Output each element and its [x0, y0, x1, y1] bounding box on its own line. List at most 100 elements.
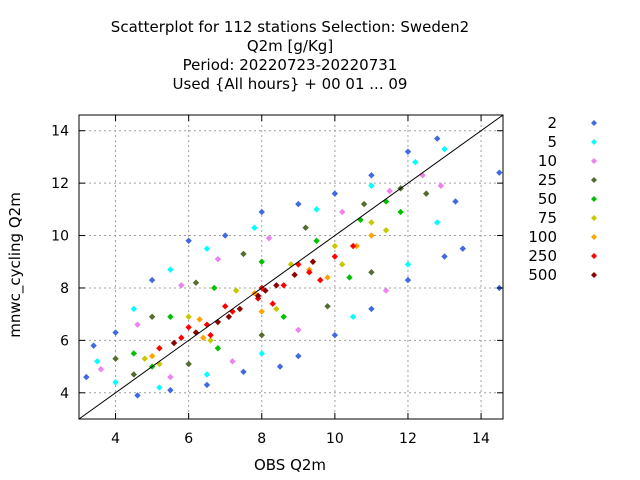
- data-point: [148, 352, 156, 360]
- data-point: [258, 208, 265, 216]
- x-tick-label: 4: [111, 431, 120, 447]
- legend-label: 25: [538, 171, 557, 189]
- data-point: [192, 279, 200, 286]
- scatter-points: [83, 135, 503, 399]
- data-point: [423, 190, 430, 197]
- data-point: [134, 392, 141, 399]
- data-point: [276, 363, 284, 370]
- data-point: [167, 313, 174, 320]
- data-point: [185, 324, 192, 331]
- data-point: [167, 373, 174, 381]
- data-point: [236, 305, 244, 313]
- data-point: [251, 224, 258, 231]
- data-point: [437, 182, 445, 189]
- data-point: [130, 305, 138, 313]
- data-point: [324, 303, 331, 310]
- y-axis-label: mnwc_cycling Q2m: [6, 192, 25, 338]
- data-point: [254, 292, 262, 300]
- data-point: [232, 287, 240, 294]
- data-point: [295, 200, 302, 208]
- data-point: [90, 342, 97, 349]
- data-point: [112, 355, 119, 362]
- data-point: [97, 366, 105, 373]
- data-point: [240, 250, 247, 258]
- data-point: [178, 334, 185, 341]
- data-point: [368, 269, 375, 276]
- data-point: [349, 242, 357, 250]
- data-point: [214, 255, 222, 263]
- x-tick-label: 12: [399, 431, 417, 447]
- legend-label: 500: [528, 266, 557, 284]
- y-tick-label: 6: [60, 333, 69, 349]
- data-point: [280, 282, 287, 289]
- data-point: [262, 287, 269, 294]
- data-point: [331, 253, 339, 260]
- data-point: [386, 187, 393, 195]
- data-point: [459, 245, 466, 252]
- data-point: [368, 172, 375, 179]
- data-point: [229, 358, 236, 365]
- x-tick-label: 10: [326, 431, 344, 447]
- legend-label: 5: [547, 133, 557, 151]
- data-point: [141, 355, 148, 362]
- data-point: [214, 345, 222, 352]
- title-line-4: Used {All hours} + 00 01 ... 09: [173, 75, 408, 93]
- data-point: [295, 352, 302, 360]
- data-point: [434, 135, 441, 142]
- plot-frame: [78, 114, 504, 420]
- data-point: [222, 303, 229, 310]
- data-point: [368, 305, 375, 313]
- data-point: [170, 339, 178, 347]
- legend-label: 100: [528, 228, 557, 246]
- legend-marker: [591, 196, 597, 202]
- data-point: [382, 227, 390, 234]
- legend-marker: [591, 272, 597, 278]
- x-axis-label: OBS Q2m: [254, 456, 326, 474]
- data-point: [338, 261, 346, 268]
- data-point: [368, 219, 375, 226]
- data-point: [269, 300, 276, 307]
- legend-marker: [591, 177, 597, 183]
- data-point: [331, 242, 339, 250]
- legend-label: 250: [528, 247, 557, 265]
- data-point: [156, 384, 163, 391]
- data-point: [317, 276, 324, 284]
- data-point: [265, 234, 273, 242]
- data-point: [302, 224, 309, 231]
- data-point: [324, 274, 331, 281]
- data-point: [240, 368, 247, 376]
- data-point: [94, 358, 101, 365]
- data-point: [130, 350, 138, 357]
- x-tick-label: 14: [472, 431, 490, 447]
- data-point: [200, 334, 207, 341]
- data-point: [360, 200, 368, 208]
- data-point: [295, 326, 302, 334]
- data-point: [207, 337, 214, 344]
- data-point: [280, 313, 287, 320]
- data-point: [258, 350, 265, 357]
- data-point: [203, 371, 211, 378]
- data-point: [148, 313, 156, 320]
- y-tick-label: 10: [51, 229, 69, 245]
- y-tick-label: 8: [60, 281, 69, 297]
- data-point: [192, 329, 200, 336]
- data-point: [273, 305, 280, 313]
- data-point: [258, 308, 265, 315]
- data-point: [397, 208, 404, 216]
- legend-label: 10: [538, 152, 557, 170]
- data-point: [368, 232, 375, 239]
- data-point: [222, 232, 229, 239]
- data-point: [178, 282, 185, 289]
- data-point: [130, 371, 138, 378]
- data-point: [112, 379, 119, 386]
- data-point: [412, 158, 419, 166]
- chart-title: Scatterplot for 112 stations Selection: …: [111, 18, 469, 93]
- legend-label: 75: [538, 209, 557, 227]
- data-point: [404, 261, 412, 268]
- legend-marker: [591, 253, 597, 259]
- one-to-one-line: [78, 114, 504, 420]
- legend-marker: [591, 158, 597, 164]
- data-point: [196, 316, 203, 323]
- data-point: [331, 331, 339, 339]
